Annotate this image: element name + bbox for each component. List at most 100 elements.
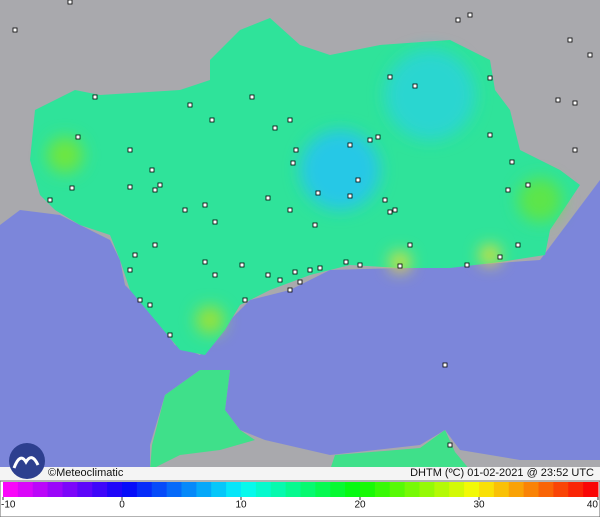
station bbox=[182, 207, 188, 213]
warm-area bbox=[390, 252, 410, 272]
colorbar-frame bbox=[0, 480, 600, 517]
colorbar-tick-label: -10 bbox=[1, 500, 16, 511]
colorbar-cell bbox=[17, 482, 34, 497]
station bbox=[509, 159, 515, 165]
station bbox=[387, 74, 393, 80]
station bbox=[455, 17, 461, 23]
morocco-east bbox=[330, 430, 470, 470]
station bbox=[555, 97, 561, 103]
station bbox=[127, 267, 133, 273]
station bbox=[202, 259, 208, 265]
station bbox=[265, 195, 271, 201]
station bbox=[287, 287, 293, 293]
station bbox=[317, 265, 323, 271]
warm-area bbox=[480, 245, 500, 265]
station bbox=[277, 277, 283, 283]
station bbox=[287, 117, 293, 123]
station bbox=[375, 134, 381, 140]
colorbar-tick-label: 10 bbox=[235, 500, 247, 511]
station bbox=[212, 219, 218, 225]
station bbox=[382, 197, 388, 203]
station bbox=[392, 207, 398, 213]
station bbox=[567, 37, 573, 43]
colorbar-cell bbox=[270, 482, 287, 497]
station bbox=[152, 187, 158, 193]
station bbox=[505, 187, 511, 193]
station bbox=[127, 184, 133, 190]
warm-area bbox=[518, 178, 562, 222]
credit: ©Meteoclimatic bbox=[48, 467, 124, 479]
station bbox=[167, 332, 173, 338]
station bbox=[202, 202, 208, 208]
colorbar-cell bbox=[419, 482, 435, 497]
colorbar-cell bbox=[107, 482, 123, 497]
colorbar-cell bbox=[568, 482, 584, 497]
station bbox=[487, 132, 493, 138]
station bbox=[137, 297, 143, 303]
colorbar-cell bbox=[241, 482, 257, 497]
stations bbox=[12, 0, 593, 448]
colorbar-cell bbox=[479, 482, 495, 497]
station bbox=[152, 242, 158, 248]
station bbox=[242, 297, 248, 303]
morocco-north bbox=[150, 370, 255, 470]
station bbox=[292, 269, 298, 275]
station bbox=[467, 12, 473, 18]
temperature-field bbox=[47, 50, 562, 334]
station bbox=[272, 125, 278, 131]
cold-area bbox=[385, 50, 475, 140]
colorbar-cell bbox=[315, 482, 331, 497]
station bbox=[407, 242, 413, 248]
colorbar-cell bbox=[47, 482, 63, 497]
station bbox=[209, 117, 215, 123]
station bbox=[127, 147, 133, 153]
colorbar-cell bbox=[464, 482, 480, 497]
colorbar-tick-label: 20 bbox=[354, 500, 366, 511]
station bbox=[147, 302, 153, 308]
station bbox=[343, 259, 349, 265]
station bbox=[265, 272, 271, 278]
station bbox=[187, 102, 193, 108]
station bbox=[497, 254, 503, 260]
colorbar-cell bbox=[3, 482, 19, 497]
colorbar-cell bbox=[583, 482, 599, 497]
caption: DHTM (ºC) 01-02-2021 @ 23:52 UTC bbox=[410, 467, 594, 479]
colorbar-cell bbox=[255, 482, 272, 497]
station bbox=[92, 94, 98, 100]
warm-area bbox=[196, 306, 224, 334]
colorbar-cell bbox=[92, 482, 108, 497]
station bbox=[367, 137, 373, 143]
warm-area bbox=[47, 137, 83, 173]
station bbox=[357, 262, 363, 268]
colorbar-cell bbox=[360, 482, 376, 497]
logo-mark bbox=[12, 456, 40, 469]
station bbox=[464, 262, 470, 268]
colorbar-cell bbox=[493, 482, 510, 497]
station bbox=[12, 27, 18, 33]
station bbox=[297, 279, 303, 285]
station bbox=[572, 147, 578, 153]
station bbox=[69, 185, 75, 191]
station bbox=[293, 147, 299, 153]
colorbar-cell bbox=[166, 482, 182, 497]
colorbar-cell bbox=[300, 482, 316, 497]
colorbar-cell bbox=[523, 482, 539, 497]
station bbox=[347, 142, 353, 148]
colorbar-cell bbox=[345, 482, 361, 497]
colorbar-cell bbox=[211, 482, 227, 497]
station bbox=[387, 209, 393, 215]
colorbar-cell bbox=[226, 482, 242, 497]
colorbar-tick-label: 40 bbox=[587, 500, 599, 511]
colorbar-cell bbox=[508, 482, 525, 497]
station bbox=[290, 160, 296, 166]
colorbar-cell bbox=[449, 482, 465, 497]
colorbar-cell bbox=[538, 482, 554, 497]
station bbox=[312, 222, 318, 228]
station bbox=[149, 167, 155, 173]
colorbar-cell bbox=[122, 482, 138, 497]
colorbar-cell bbox=[196, 482, 212, 497]
station bbox=[442, 362, 448, 368]
colorbar-cell bbox=[285, 482, 301, 497]
station bbox=[75, 134, 81, 140]
